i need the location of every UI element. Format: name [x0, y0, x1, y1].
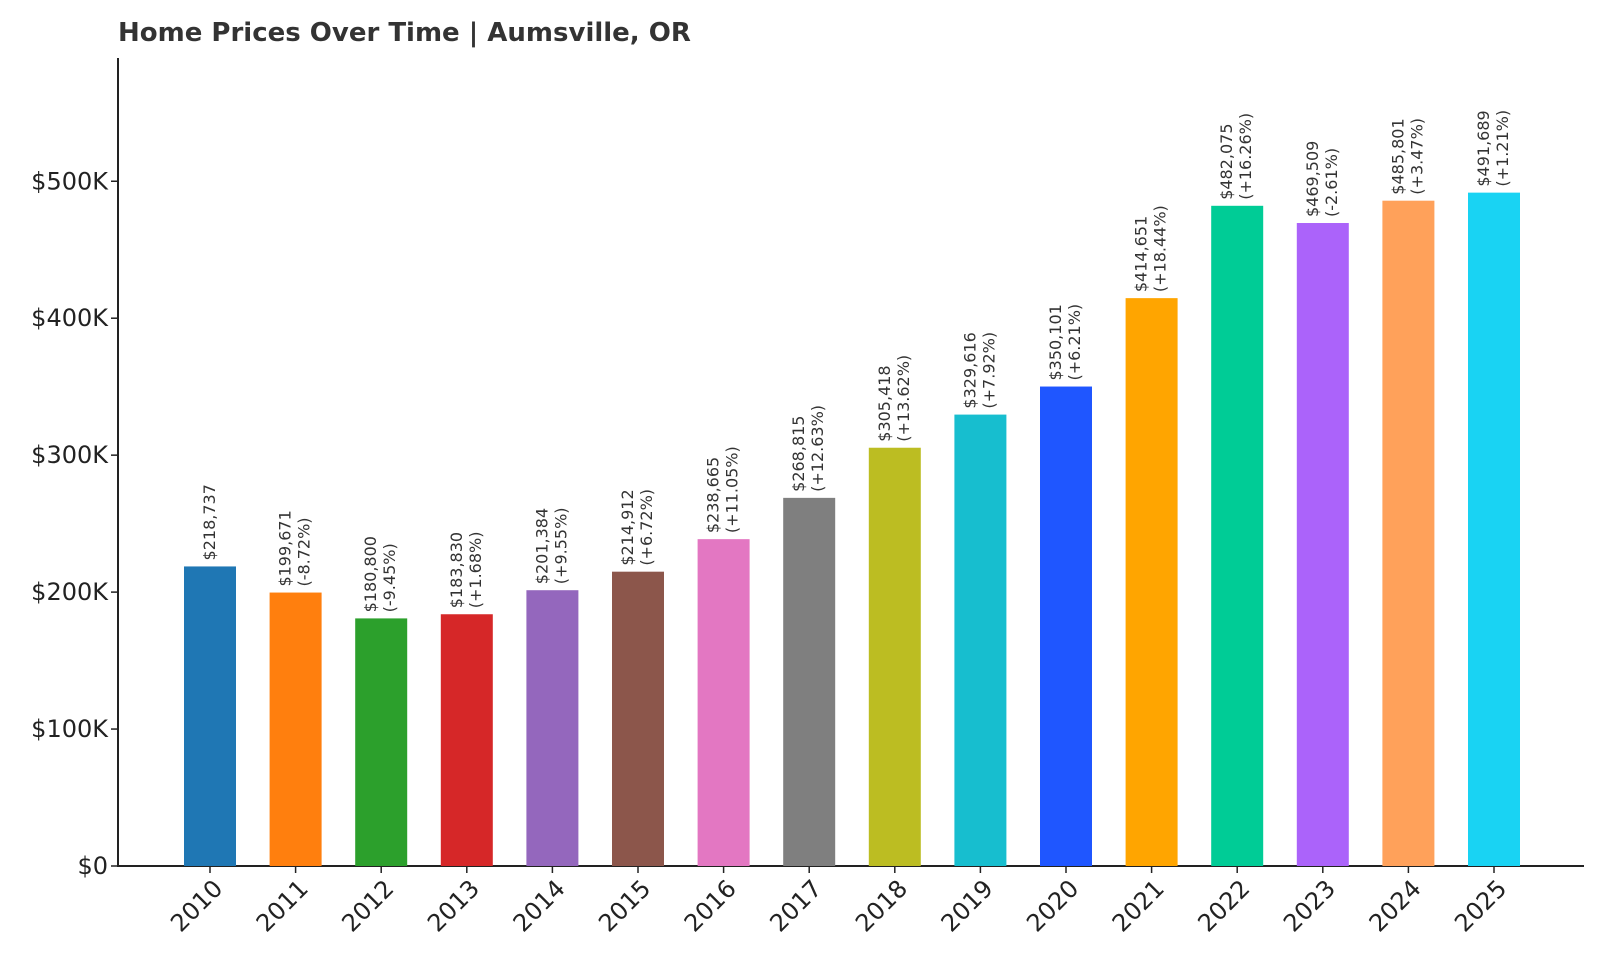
x-tick-label-2020: 2020: [1021, 874, 1084, 937]
value-label-2013: $183,830: [447, 532, 466, 608]
bar-2012: [355, 618, 408, 866]
x-tick-label-2017: 2017: [764, 874, 827, 937]
change-label-2022: (+16.26%): [1236, 113, 1255, 200]
bar-2017: [783, 497, 836, 866]
bar-2018: [868, 447, 921, 866]
y-tick-label: $100K: [31, 715, 109, 743]
x-tick-label-2022: 2022: [1192, 874, 1255, 937]
value-label-2015: $214,912: [618, 489, 637, 565]
change-label-2021: (+18.44%): [1151, 205, 1170, 292]
bar-2020: [1040, 386, 1092, 866]
x-tick-label-2018: 2018: [850, 874, 913, 937]
change-label-2023: (-2.61%): [1322, 148, 1341, 217]
value-label-2012: $180,800: [361, 536, 380, 612]
change-label-2012: (-9.45%): [380, 543, 399, 612]
value-label-2010: $218,737: [200, 484, 219, 560]
axes: $0 $100K $200K $300K $400K $500K 2010 2011 2012 2…: [31, 58, 1584, 937]
change-label-2025: (+1.21%): [1493, 110, 1512, 187]
x-tick-label-2013: 2013: [422, 874, 485, 937]
value-label-2016: $238,665: [704, 457, 723, 533]
change-label-2020: (+6.21%): [1065, 304, 1084, 381]
value-label-2024: $485,801: [1388, 118, 1407, 194]
bars: [184, 192, 1520, 866]
value-label-2021: $414,651: [1132, 216, 1151, 292]
bar-2023: [1296, 223, 1349, 866]
value-label-2014: $201,384: [532, 508, 551, 584]
x-tick-label-2014: 2014: [508, 874, 571, 937]
x-tick-label-2016: 2016: [679, 874, 742, 937]
change-label-2016: (+11.05%): [723, 446, 742, 533]
change-label-2019: (+7.92%): [979, 332, 998, 409]
x-tick-label-2019: 2019: [936, 874, 999, 937]
bar-2022: [1211, 205, 1264, 866]
y-tick-label: $500K: [31, 167, 109, 195]
change-label-2017: (+12.63%): [808, 405, 827, 492]
change-label-2011: (-8.72%): [295, 517, 314, 586]
x-tick-label-2012: 2012: [336, 874, 399, 937]
value-label-2018: $305,418: [875, 365, 894, 441]
value-label-2020: $350,101: [1046, 304, 1065, 380]
bar-2010: [184, 566, 236, 866]
change-label-2024: (+3.47%): [1407, 118, 1426, 195]
x-tick-label-2025: 2025: [1449, 874, 1512, 937]
x-tick-label-2024: 2024: [1364, 874, 1427, 937]
bar-2016: [697, 539, 750, 866]
change-label-2014: (+9.55%): [551, 507, 570, 584]
chart-title: Home Prices Over Time | Aumsville, OR: [118, 18, 691, 48]
bar-2015: [612, 571, 664, 866]
value-label-2025: $491,689: [1474, 110, 1493, 186]
x-tick-label-2023: 2023: [1278, 874, 1341, 937]
bar-2021: [1125, 298, 1178, 866]
value-labels: $218,737 $199,671 (-8.72%) $180,800 (-9.45%)…: [200, 110, 1512, 612]
value-label-2022: $482,075: [1217, 123, 1236, 199]
x-tick-label-2011: 2011: [251, 874, 314, 937]
value-label-2017: $268,815: [789, 416, 808, 492]
change-label-2018: (+13.62%): [894, 355, 913, 442]
y-tick-label: $300K: [31, 441, 109, 469]
x-tick-label-2010: 2010: [165, 874, 228, 937]
change-label-2015: (+6.72%): [637, 489, 656, 566]
y-tick-label: $0: [77, 852, 108, 880]
bar-2013: [440, 614, 493, 866]
change-label-2013: (+1.68%): [466, 532, 485, 609]
x-tick-label-2015: 2015: [593, 874, 656, 937]
y-tick-label: $200K: [31, 578, 109, 606]
bar-2024: [1382, 200, 1435, 866]
y-tick-label: $400K: [31, 304, 109, 332]
bar-2025: [1468, 192, 1520, 866]
bar-2011: [269, 592, 322, 866]
bar-2014: [526, 590, 579, 866]
value-label-2011: $199,671: [276, 510, 295, 586]
bar-2019: [954, 414, 1007, 866]
value-label-2019: $329,616: [960, 332, 979, 408]
x-tick-label-2021: 2021: [1107, 874, 1170, 937]
value-label-2023: $469,509: [1303, 141, 1322, 217]
